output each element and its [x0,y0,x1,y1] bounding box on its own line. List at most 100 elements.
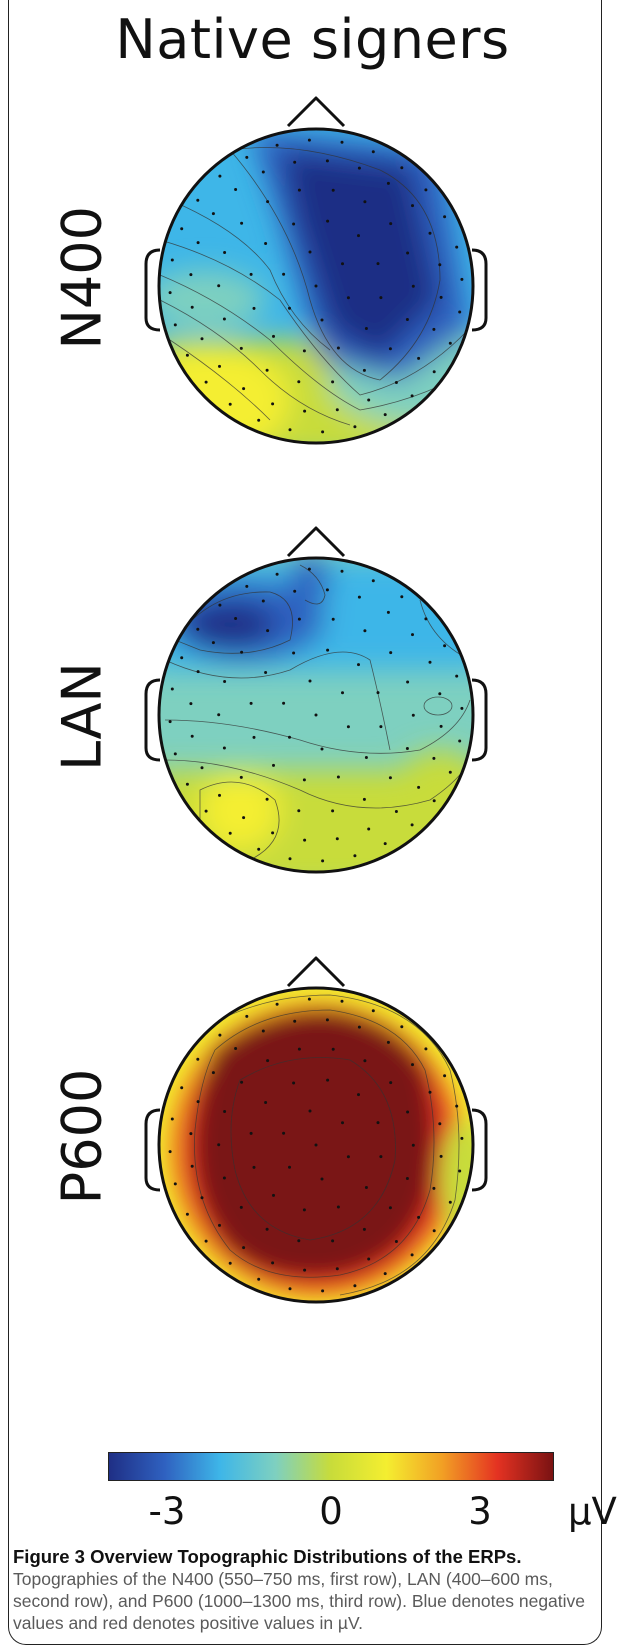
electrode-dot [331,188,335,192]
electrode-dot [386,181,390,185]
electrode-dot [302,778,306,782]
electrode-dot [264,671,268,674]
electrode-dot [170,258,174,262]
electrode-dot [411,284,415,288]
electrode-dot [189,1132,193,1136]
electrode-dot [428,1090,432,1094]
electrode-dot [371,1009,375,1013]
electrode-dot [180,227,184,231]
electrode-dot [257,847,261,851]
nose-icon [286,96,346,128]
electrode-dot [340,999,344,1003]
electrode-dot [282,1131,286,1135]
electrode-dot [245,584,249,588]
electrode-dot [320,318,324,322]
electrode-dot [303,1268,307,1272]
electrode-dot [432,799,436,803]
electrode-dot [217,1143,221,1147]
electrode-dot [297,380,301,384]
electrode-dot [293,160,297,164]
electrode-dot [185,782,189,786]
electrode-dot [410,394,414,398]
electrode-dot [308,250,312,254]
electrode-dot [455,1104,459,1108]
electrode-dot [307,567,311,571]
electrode-dot [341,1121,344,1125]
electrode-dot [389,1081,393,1085]
electrode-dot [249,272,253,276]
electrode-dot [340,140,344,144]
electrode-dot [196,241,200,245]
electrode-dot [223,251,227,254]
electrode-dot [204,809,208,813]
electrode-dot [168,720,172,724]
electrode-dot [439,1154,443,1158]
electrode-dot [411,1143,415,1147]
electrode-dot [341,262,344,266]
electrode-dot [443,215,447,219]
electrode-dot [252,306,256,310]
electrode-dot [346,1155,350,1159]
nose-icon [286,956,346,988]
electrode-dot [242,816,246,820]
electrode-dot [180,656,184,660]
electrode-dot [458,310,462,314]
electrode-dot [297,809,301,813]
electrode-dot [357,166,361,170]
electrode-dot [443,644,447,648]
electrode-dot [363,629,367,633]
electrode-dot [405,1177,409,1180]
electrode-dot [406,1110,410,1114]
electrode-dot [302,349,306,353]
electrode-dot [321,859,325,863]
electrode-dot [353,854,357,858]
electrode-dot [406,680,410,684]
electrode-dot [376,262,380,266]
electrode-dot [261,170,265,174]
electrode-dot [362,1227,366,1231]
electrode-dot [211,1071,215,1075]
electrode-dot [257,418,261,422]
electrode-dot [190,305,194,309]
electrode-dot [432,327,436,331]
colorbar-tick-0: 0 [319,1490,343,1533]
electrode-dot [405,747,409,750]
electrode-dot [223,680,227,683]
electrode-dot [367,1257,371,1261]
electrode-dot [249,701,253,705]
electrode-dot [331,617,335,621]
electrode-dot [448,1200,452,1204]
electrode-dot [307,997,311,1001]
electrode-dot [460,1136,464,1140]
electrode-dot [394,810,398,813]
colorbar-unit: µV [568,1490,617,1533]
topomap-n400 [144,96,488,445]
electrode-dot [371,150,375,154]
electrode-dot [388,347,392,351]
electrode-dot [388,776,392,780]
electrode-dot [297,188,301,192]
electrode-dot [439,295,443,299]
caption-text: Topographies of the N400 (550–750 ms, fi… [13,1569,586,1633]
electrode-dot [275,572,279,576]
electrode-dot [424,188,428,192]
electrode-dot [438,263,442,267]
electrode-dot [335,408,339,412]
electrode-dot [364,1186,368,1189]
electrode-dot [314,284,318,288]
electrode-dot [261,1029,265,1033]
electrode-dot [234,188,238,191]
electrode-dot [379,296,383,300]
electrode-dot [400,1025,404,1029]
electrode-dot [173,752,177,756]
electrode-dot [257,1277,261,1281]
electrode-dot [428,231,432,235]
electrode-dot [196,670,200,674]
electrode-dot [364,327,368,330]
electrode-dot [376,691,380,695]
electrode-dot [460,277,464,281]
electrode-dot [261,599,265,603]
electrode-dot [443,1074,447,1078]
electrode-dot [170,1117,174,1121]
electrode-dot [218,364,221,368]
